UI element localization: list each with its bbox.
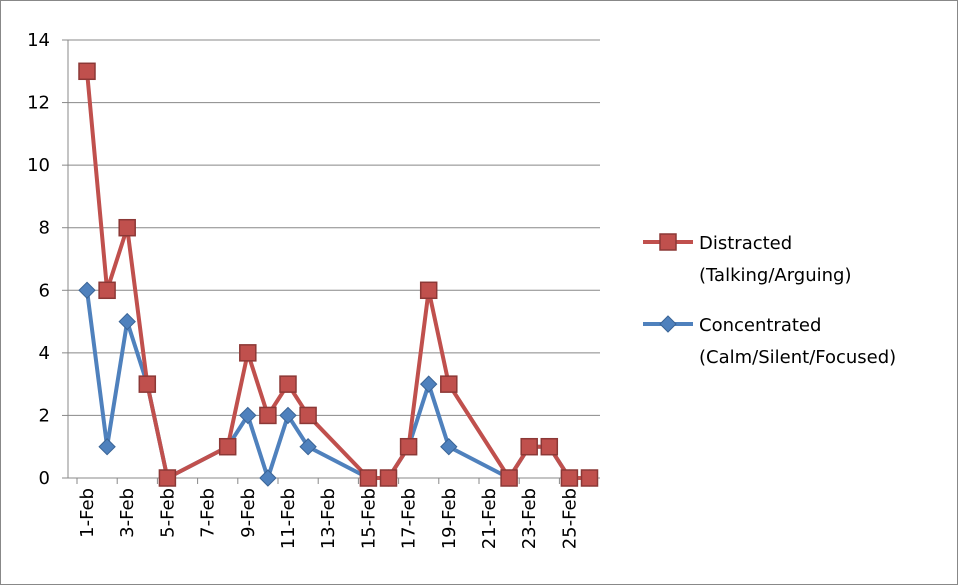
legend-marker	[659, 233, 677, 251]
y-tick-label: 12	[27, 93, 50, 114]
marker	[279, 406, 297, 425]
marker	[440, 375, 458, 393]
x-tick-label: 11-Feb	[278, 488, 299, 549]
legend-label: Concentrated (Calm/Silent/Focused)	[699, 315, 896, 368]
marker	[239, 344, 257, 362]
marker	[259, 406, 277, 425]
marker	[399, 437, 418, 456]
marker	[379, 469, 398, 487]
y-tick-label: 6	[39, 280, 50, 301]
marker	[98, 281, 116, 300]
marker	[118, 218, 136, 237]
marker	[279, 375, 297, 393]
marker	[218, 437, 237, 456]
marker	[158, 469, 177, 487]
marker	[440, 438, 458, 456]
legend-marker	[659, 315, 677, 333]
marker	[580, 469, 599, 487]
series	[78, 62, 599, 487]
x-tick-label: 3-Feb	[117, 488, 138, 538]
marker	[118, 312, 136, 331]
x-tick-label: 5-Feb	[157, 488, 178, 538]
marker	[259, 469, 277, 487]
marker	[560, 469, 579, 487]
y-tick-label: 8	[39, 218, 50, 239]
x-tick-label: 19-Feb	[439, 488, 460, 549]
marker	[520, 437, 538, 456]
marker	[419, 375, 438, 393]
x-tick-label: 23-Feb	[519, 488, 540, 549]
x-tick-label: 25-Feb	[559, 488, 580, 549]
marker	[78, 62, 96, 81]
marker	[98, 438, 116, 456]
x-tick-label: 7-Feb	[198, 488, 219, 538]
x-tick-label: 9-Feb	[238, 488, 259, 538]
marker	[138, 375, 157, 393]
y-tick-label: 14	[27, 30, 50, 51]
marker	[299, 438, 317, 456]
marker	[540, 437, 559, 456]
marker	[500, 469, 518, 487]
legend-label: Distracted (Talking/Arguing)	[699, 233, 851, 286]
marker	[78, 281, 96, 299]
y-tick-label: 0	[39, 468, 50, 489]
x-tick-label: 13-Feb	[318, 488, 339, 549]
y-tick-label: 2	[39, 405, 50, 426]
x-tick-label: 15-Feb	[358, 488, 379, 549]
marker	[419, 281, 438, 300]
y-tick-label: 4	[39, 343, 50, 364]
x-tick-label: 21-Feb	[479, 488, 500, 549]
marker	[359, 469, 378, 487]
marker	[299, 406, 317, 425]
x-tick-label: 1-Feb	[77, 488, 98, 538]
y-tick-label: 10	[27, 155, 50, 176]
marker	[239, 406, 257, 425]
x-tick-label: 17-Feb	[399, 488, 420, 549]
